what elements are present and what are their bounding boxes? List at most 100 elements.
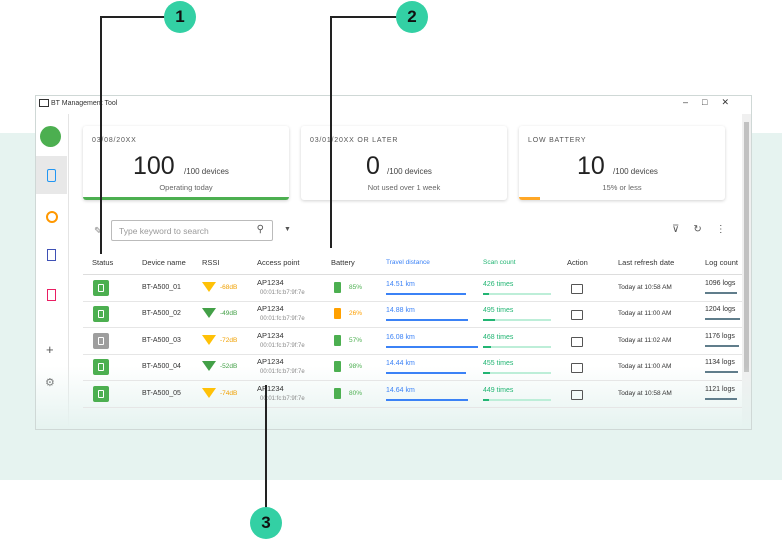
refresh-date: Today at 11:00 AM xyxy=(618,363,672,371)
ap-name: AP1234 xyxy=(257,357,284,367)
refresh-date: Today at 11:00 AM xyxy=(618,310,672,318)
log-bar xyxy=(705,292,737,294)
summary-card: LOW BATTERY 10/100 devices 15% or less xyxy=(519,126,725,200)
travel-bar xyxy=(386,345,478,348)
summary-card: 03/01/20XX OR LATER 0/100 devices Not used… xyxy=(301,126,507,200)
ap-name: AP1234 xyxy=(257,278,284,287)
window-title: BT Management Tool xyxy=(39,99,117,107)
callout: 3 xyxy=(250,507,282,539)
travel-bar xyxy=(386,398,468,401)
log-count: 1204 logs xyxy=(705,306,736,314)
scan-value: 449 times xyxy=(483,386,514,394)
search-box[interactable]: Type keyword to search ⚲ xyxy=(111,220,273,241)
rssi-icon xyxy=(202,282,216,292)
app-window: BT Management Tool –□✕ + ⚙ ✎ Type keywor… xyxy=(35,95,752,430)
battery-icon xyxy=(334,282,341,293)
nav-devices[interactable] xyxy=(36,156,67,194)
status-icon[interactable] xyxy=(93,359,109,376)
callout-line xyxy=(330,16,332,248)
row-divider xyxy=(83,406,742,408)
action-icon[interactable] xyxy=(571,310,583,321)
ap-name: AP1234 xyxy=(257,304,284,314)
scan-bar xyxy=(483,345,491,348)
row-divider xyxy=(83,353,742,355)
ap-name: AP1234 xyxy=(257,330,284,340)
callout-number: 2 xyxy=(407,7,417,26)
row-divider xyxy=(83,301,742,302)
status-icon[interactable] xyxy=(93,385,109,402)
action-icon[interactable] xyxy=(571,389,583,400)
rssi-value: -49dB xyxy=(220,310,238,318)
battery-value: 85% xyxy=(349,284,363,291)
callout-line xyxy=(100,16,102,254)
travel-value: 14.44 km xyxy=(386,360,415,368)
ap-mac: 00:01:fc:b7:9f:7e xyxy=(260,395,305,402)
ap-name: AP1234 xyxy=(257,383,284,393)
app-logo[interactable] xyxy=(40,126,61,147)
log-bar xyxy=(705,397,737,400)
fade xyxy=(36,366,751,429)
action-icon[interactable] xyxy=(571,336,583,347)
scan-bar xyxy=(483,398,489,401)
battery-value: 26% xyxy=(349,310,363,318)
column-header: Log count xyxy=(705,258,738,267)
rssi-value: -74dB xyxy=(220,389,238,397)
summary-card: 03/08/20XX 100/100 devices Operating today xyxy=(83,126,289,200)
scan-bar-bg xyxy=(483,345,551,348)
nav-cast[interactable] xyxy=(47,289,56,301)
refresh-date: Today at 10:58 AM xyxy=(618,284,672,291)
action-icon[interactable] xyxy=(571,363,583,374)
scan-bar xyxy=(483,319,495,322)
column-header: Action xyxy=(567,258,588,267)
status-icon[interactable] xyxy=(93,280,109,296)
log-count: 1134 logs xyxy=(705,359,735,367)
rssi-icon xyxy=(202,334,216,345)
rssi-icon xyxy=(202,361,216,372)
ap-mac: 00:01:fc:b7:9f:7e xyxy=(260,369,305,376)
status-icon[interactable] xyxy=(93,306,109,323)
scan-bar xyxy=(483,372,490,375)
rssi-value: -52dB xyxy=(220,363,238,371)
nav-add[interactable]: + xyxy=(46,342,54,357)
column-header: Last refresh date xyxy=(618,258,675,267)
device-name: BT-A500_03 xyxy=(142,336,181,344)
battery-icon xyxy=(334,387,341,399)
log-count: 1121 logs xyxy=(705,385,735,393)
action-icon[interactable] xyxy=(571,284,583,294)
battery-icon xyxy=(334,308,341,320)
card-caption: 15% or less xyxy=(602,183,642,192)
scan-value: 455 times xyxy=(483,360,514,368)
scrollbar[interactable] xyxy=(742,114,751,429)
nav-sync[interactable] xyxy=(46,211,58,223)
callout-line xyxy=(100,16,166,18)
device-name: BT-A500_02 xyxy=(142,310,181,318)
row-divider xyxy=(83,380,742,382)
status-icon[interactable] xyxy=(93,332,109,349)
rssi-icon xyxy=(202,308,216,319)
log-count: 1096 logs xyxy=(705,280,736,287)
search-placeholder: Type keyword to search xyxy=(119,226,209,236)
battery-icon xyxy=(334,361,341,373)
travel-value: 14.88 km xyxy=(386,307,415,315)
callout-line xyxy=(265,385,267,509)
card-count: 100 xyxy=(133,152,175,180)
callout: 1 xyxy=(164,1,196,33)
card-label: 03/08/20XX xyxy=(92,137,137,144)
log-bar xyxy=(705,344,739,347)
window-controls[interactable]: –□✕ xyxy=(683,97,743,107)
header-divider xyxy=(83,274,742,275)
travel-value: 16.08 km xyxy=(386,333,415,341)
column-header: Access point xyxy=(257,258,300,267)
search-dropdown[interactable]: ▼ xyxy=(284,226,291,233)
refresh-date: Today at 10:58 AM xyxy=(618,389,672,397)
battery-value: 57% xyxy=(349,336,363,344)
window-title-text: BT Management Tool xyxy=(51,99,118,107)
callout: 2 xyxy=(396,1,428,33)
battery-value: 98% xyxy=(349,363,363,371)
toolbar-actions[interactable]: ⊽↻⋮ xyxy=(672,224,740,235)
card-unit: /100 devices xyxy=(184,167,229,176)
nav-docs[interactable] xyxy=(47,249,56,261)
edit-icon[interactable]: ✎ xyxy=(94,226,103,237)
card-progress xyxy=(83,197,289,200)
